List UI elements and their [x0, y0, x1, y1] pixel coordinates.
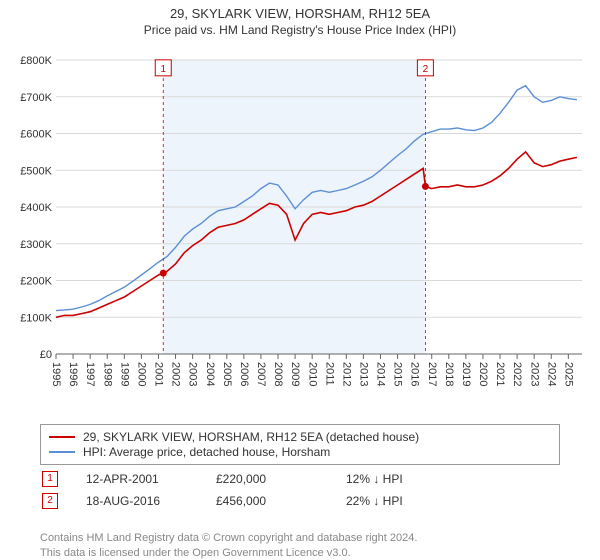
- svg-text:2025: 2025: [562, 362, 574, 386]
- svg-text:1998: 1998: [101, 362, 113, 386]
- svg-text:£400K: £400K: [20, 202, 52, 214]
- marker-price: £220,000: [216, 472, 346, 486]
- chart-area: £0 £100K £200K £300K £400K £500K £600K £700K £80…: [10, 54, 590, 404]
- svg-text:1: 1: [160, 64, 166, 75]
- svg-text:2010: 2010: [306, 362, 318, 386]
- svg-text:2013: 2013: [357, 362, 369, 386]
- marker-badge: 2: [42, 493, 58, 509]
- footer-line: Contains HM Land Registry data © Crown c…: [40, 532, 417, 544]
- svg-text:£800K: £800K: [20, 55, 52, 67]
- svg-text:2009: 2009: [289, 362, 301, 386]
- svg-text:2002: 2002: [170, 362, 182, 386]
- svg-text:2006: 2006: [238, 362, 250, 386]
- marker-price: £456,000: [216, 494, 346, 508]
- marker-date: 18-AUG-2016: [86, 494, 216, 508]
- svg-text:£100K: £100K: [20, 312, 52, 324]
- svg-text:2005: 2005: [221, 362, 233, 386]
- svg-text:2004: 2004: [204, 362, 216, 386]
- svg-text:2008: 2008: [272, 362, 284, 386]
- legend-item: 29, SKYLARK VIEW, HORSHAM, RH12 5EA (det…: [49, 430, 551, 444]
- svg-text:2015: 2015: [392, 362, 404, 386]
- marker-delta: 22% ↓ HPI: [346, 494, 476, 508]
- svg-text:£500K: £500K: [20, 165, 52, 177]
- svg-text:2011: 2011: [323, 362, 335, 386]
- legend-swatch: [49, 436, 75, 438]
- footer-line: This data is licensed under the Open Gov…: [40, 547, 351, 559]
- svg-text:2024: 2024: [545, 362, 557, 386]
- legend-swatch: [49, 451, 75, 453]
- table-row: 1 12-APR-2001 £220,000 12% ↓ HPI: [40, 468, 568, 490]
- svg-text:1997: 1997: [84, 362, 96, 386]
- legend-label: HPI: Average price, detached house, Hors…: [83, 445, 330, 459]
- svg-text:2017: 2017: [426, 362, 438, 386]
- svg-text:2022: 2022: [511, 362, 523, 386]
- svg-text:1996: 1996: [67, 362, 79, 386]
- svg-text:2020: 2020: [477, 362, 489, 386]
- page-subtitle: Price paid vs. HM Land Registry's House …: [0, 23, 600, 37]
- svg-text:2023: 2023: [528, 362, 540, 386]
- svg-text:2: 2: [423, 64, 429, 75]
- svg-text:2007: 2007: [255, 362, 267, 386]
- svg-text:£700K: £700K: [20, 92, 52, 104]
- svg-text:2003: 2003: [187, 362, 199, 386]
- marker-badge: 1: [42, 471, 58, 487]
- legend-box: 29, SKYLARK VIEW, HORSHAM, RH12 5EA (det…: [40, 424, 560, 465]
- svg-text:£600K: £600K: [20, 129, 52, 141]
- table-row: 2 18-AUG-2016 £456,000 22% ↓ HPI: [40, 490, 568, 512]
- footer-attribution: Contains HM Land Registry data © Crown c…: [40, 531, 580, 560]
- svg-text:1999: 1999: [118, 362, 130, 386]
- transactions-table: 1 12-APR-2001 £220,000 12% ↓ HPI 2 18-AU…: [40, 468, 568, 512]
- svg-text:2014: 2014: [375, 362, 387, 386]
- svg-text:2016: 2016: [409, 362, 421, 386]
- line-chart: £0 £100K £200K £300K £400K £500K £600K £700K £80…: [10, 54, 590, 404]
- page-title: 29, SKYLARK VIEW, HORSHAM, RH12 5EA: [0, 6, 600, 23]
- legend-label: 29, SKYLARK VIEW, HORSHAM, RH12 5EA (det…: [83, 430, 419, 444]
- legend-item: HPI: Average price, detached house, Hors…: [49, 445, 551, 459]
- svg-text:2000: 2000: [135, 362, 147, 386]
- marker-date: 12-APR-2001: [86, 472, 216, 486]
- svg-text:2021: 2021: [494, 362, 506, 386]
- svg-text:1995: 1995: [50, 362, 62, 386]
- svg-text:£0: £0: [40, 349, 52, 361]
- svg-text:2019: 2019: [460, 362, 472, 386]
- svg-text:£200K: £200K: [20, 276, 52, 288]
- svg-text:2001: 2001: [153, 362, 165, 386]
- svg-text:2018: 2018: [443, 362, 455, 386]
- marker-delta: 12% ↓ HPI: [346, 472, 476, 486]
- svg-text:2012: 2012: [340, 362, 352, 386]
- svg-text:£300K: £300K: [20, 239, 52, 251]
